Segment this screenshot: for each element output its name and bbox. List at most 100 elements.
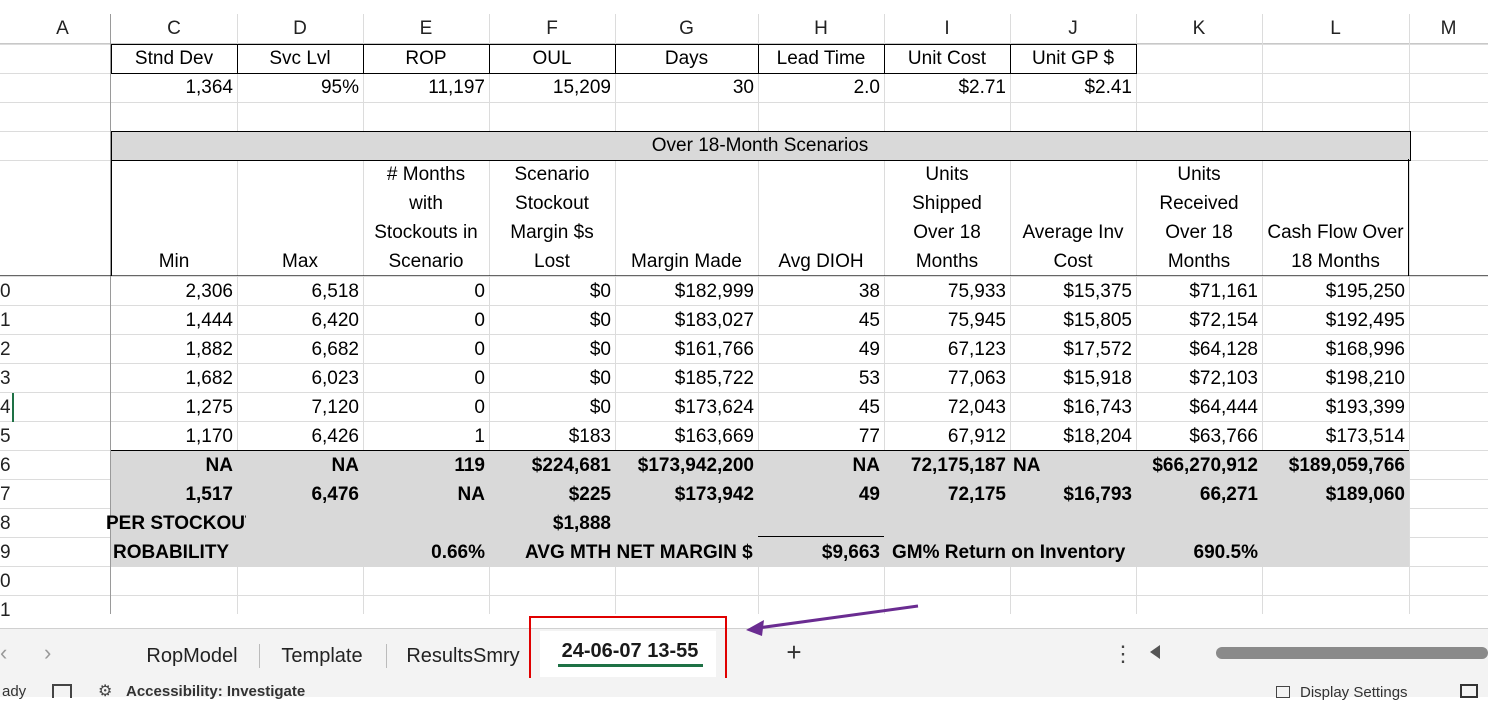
table-cell: $195,250 [1325, 281, 1405, 302]
table-header-line: Cost [1053, 251, 1093, 272]
table-header-line: # Months [386, 164, 466, 185]
table-cell: 38 [858, 281, 880, 302]
row-number[interactable]: 2 [0, 339, 11, 360]
column-header-h[interactable]: H [814, 18, 828, 39]
table-cell: $15,918 [1063, 368, 1132, 389]
table-cell: $15,375 [1063, 281, 1132, 302]
tab-scroll-left-icon[interactable]: ‹ [0, 640, 8, 665]
table-cell: $182,999 [674, 281, 754, 302]
table-cell: 45 [858, 310, 880, 331]
row-number[interactable]: 6 [0, 455, 11, 476]
table-cell: $0 [589, 397, 611, 418]
param-header: Unit Cost [907, 48, 987, 69]
table-cell: $173,624 [674, 397, 754, 418]
display-settings-icon [1276, 686, 1290, 698]
sheet-tab-ropmodel[interactable]: RopModel [146, 645, 238, 667]
sheet-tab-template[interactable]: Template [281, 645, 363, 667]
param-header: Stnd Dev [134, 48, 214, 69]
table-cell: $0 [589, 339, 611, 360]
table-header-line: Scenario [514, 164, 590, 185]
column-gridline [363, 14, 364, 614]
row-number[interactable]: 9 [0, 542, 11, 563]
active-tab-underline [558, 664, 703, 667]
table-header-line: Months [915, 251, 979, 272]
tab-divider [386, 644, 387, 668]
row-number[interactable]: 7 [0, 484, 11, 505]
row-number[interactable]: 0 [0, 571, 11, 592]
sheet-tab-resultssmry[interactable]: ResultsSmry [406, 645, 520, 667]
table-header-line: Margin Made [631, 251, 742, 272]
row-number[interactable]: 8 [0, 513, 11, 534]
column-header-f[interactable]: F [546, 18, 558, 39]
totals-cell: NA [852, 455, 880, 476]
totals-cell: $189,059,766 [1288, 455, 1405, 476]
param-header: Unit GP $ [1031, 48, 1115, 69]
param-value: $2.71 [958, 77, 1006, 98]
table-cell: $0 [589, 310, 611, 331]
column-header-d[interactable]: D [293, 18, 307, 39]
row-number[interactable]: 5 [0, 426, 11, 447]
column-header-a[interactable]: A [56, 18, 69, 39]
scenario-title-band [111, 131, 1411, 161]
accessibility-status[interactable]: Accessibility: Investigate [126, 683, 306, 700]
averages-cell: $189,060 [1325, 484, 1405, 505]
table-cell: $168,996 [1325, 339, 1405, 360]
column-header-j[interactable]: J [1068, 18, 1078, 39]
row-gridline [0, 334, 1488, 335]
sheet-tab-active[interactable]: 24-06-07 13-55 [561, 640, 699, 662]
table-header-line: Cash Flow Over [1267, 222, 1404, 243]
column-header-e[interactable]: E [419, 18, 433, 39]
table-cell: 72,043 [947, 397, 1006, 418]
table-cell: $193,399 [1325, 397, 1405, 418]
column-header-m[interactable]: M [1440, 18, 1457, 39]
row-gridline [0, 392, 1488, 393]
table-header-line: Max [282, 251, 318, 272]
add-sheet-button[interactable]: + [786, 637, 802, 667]
tab-options-icon[interactable]: ⋮ [1112, 641, 1134, 666]
row-number[interactable]: 0 [0, 281, 11, 302]
column-gridline [615, 14, 616, 614]
accessibility-icon: ⚙ [98, 683, 113, 700]
table-cell: $0 [589, 368, 611, 389]
row-number[interactable]: 1 [0, 310, 11, 331]
summary-block [111, 450, 1409, 567]
totals-cell: NA [331, 455, 359, 476]
table-cell: 1,682 [185, 368, 233, 389]
horizontal-scrollbar[interactable] [1216, 647, 1488, 659]
table-header-line: Units [1177, 164, 1221, 185]
table-cell: $16,743 [1063, 397, 1132, 418]
row-number[interactable]: 1 [0, 600, 11, 621]
param-value: 15,209 [552, 77, 611, 98]
display-settings[interactable]: Display Settings [1300, 684, 1408, 701]
macro-recording-icon[interactable] [52, 684, 72, 698]
column-header-k[interactable]: K [1192, 18, 1206, 39]
averages-cell: 1,517 [185, 484, 233, 505]
averages-cell: NA [457, 484, 485, 505]
table-header-line: Margin $s [510, 222, 594, 243]
column-header-l[interactable]: L [1330, 18, 1341, 39]
table-cell: 1,882 [185, 339, 233, 360]
tab-scroll-right-icon[interactable]: › [44, 640, 52, 665]
row-header-separator [110, 14, 111, 614]
row-number[interactable]: 4 [0, 393, 14, 422]
column-header-i[interactable]: I [944, 18, 950, 39]
tab-divider [259, 644, 260, 668]
normal-view-icon[interactable] [1460, 684, 1478, 698]
table-cell: 7,120 [311, 397, 359, 418]
averages-cell: $225 [568, 484, 611, 505]
column-header-c[interactable]: C [167, 18, 181, 39]
avg-mth-underline [758, 536, 884, 537]
table-cell: $64,444 [1189, 397, 1258, 418]
table-cell: 1,444 [185, 310, 233, 331]
table-header-line: Shipped [912, 193, 982, 214]
row-number[interactable]: 3 [0, 368, 11, 389]
table-cell: 0 [474, 368, 485, 389]
table-cell: 6,426 [311, 426, 359, 447]
totals-cell: 119 [454, 455, 485, 476]
table-header-line: Average Inv [1022, 222, 1124, 243]
column-header-g[interactable]: G [679, 18, 694, 39]
hscroll-left-icon[interactable] [1150, 645, 1160, 659]
averages-cell: $173,942 [674, 484, 754, 505]
table-header-line: with [409, 193, 443, 214]
table-cell: 0 [474, 339, 485, 360]
